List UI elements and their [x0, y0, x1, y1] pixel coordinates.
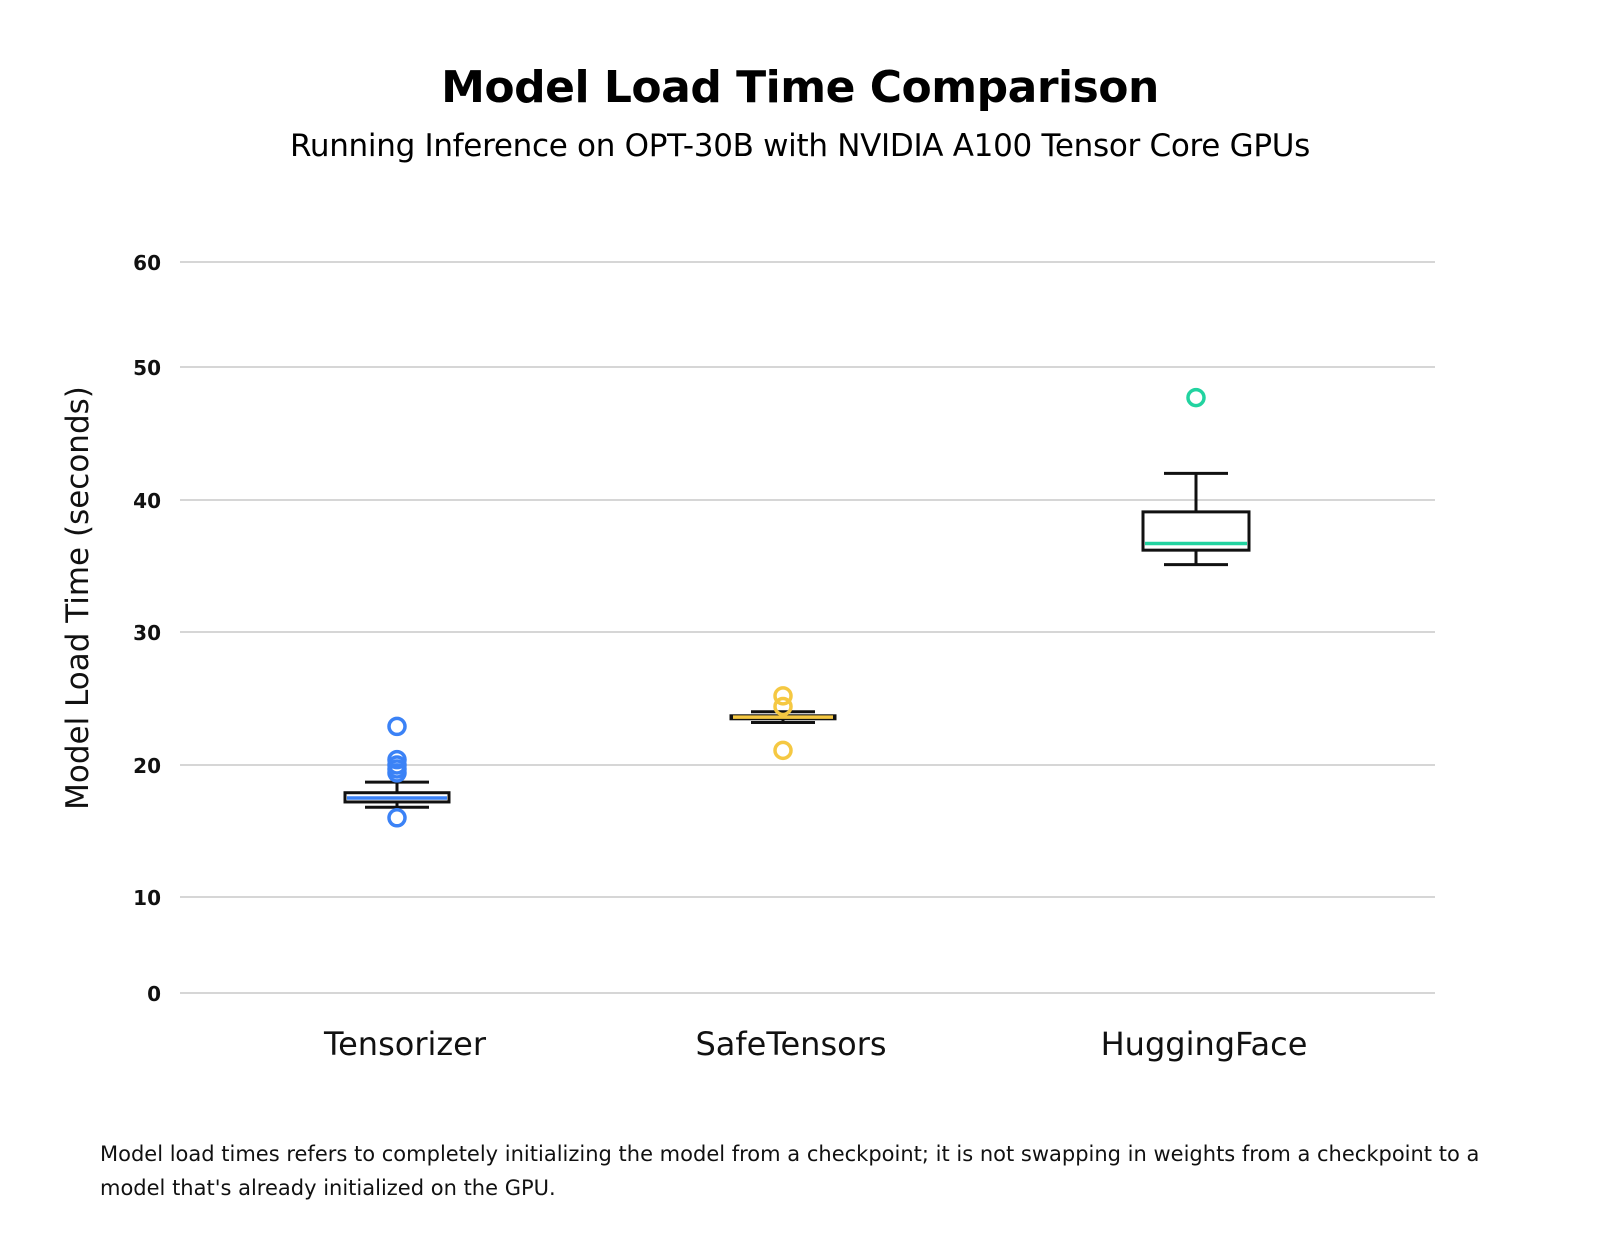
footnote: Model load times refers to completely in… — [100, 1142, 1480, 1200]
y-tick-label: 40 — [133, 489, 161, 513]
y-tick-label: 30 — [133, 621, 161, 645]
y-axis-label: Model Load Time (seconds) — [60, 386, 96, 810]
outlier-point — [387, 716, 407, 737]
box-huggingface — [1141, 387, 1251, 567]
y-tick-label: 10 — [133, 886, 161, 910]
chart-subtitle: Running Inference on OPT-30B with NVIDIA… — [290, 128, 1310, 164]
outlier-point — [1186, 387, 1206, 408]
y-tick-label: 20 — [133, 754, 161, 778]
x-category-label: Tensorizer — [323, 1025, 487, 1063]
outlier-point — [773, 686, 793, 706]
x-category-label: HuggingFace — [1101, 1025, 1308, 1063]
outlier-point — [773, 696, 793, 717]
y-tick-label: 0 — [147, 982, 161, 1006]
y-tick-label: 50 — [133, 356, 161, 380]
x-category-label: SafeTensors — [695, 1025, 886, 1063]
chart-title: Model Load Time Comparison — [441, 62, 1159, 113]
x-axis-categories: Tensorizer SafeTensors HuggingFace — [323, 1025, 1307, 1063]
y-tick-label: 60 — [133, 251, 161, 275]
grid-lines — [180, 261, 1435, 994]
box-tensorizer — [343, 716, 451, 828]
outlier-point — [387, 808, 407, 828]
box-safetensors — [729, 686, 837, 761]
y-axis-ticks: 0 10 20 30 40 50 60 — [133, 251, 161, 1006]
boxes — [343, 387, 1251, 828]
outlier-point — [773, 740, 793, 761]
outlier-point — [387, 749, 407, 770]
